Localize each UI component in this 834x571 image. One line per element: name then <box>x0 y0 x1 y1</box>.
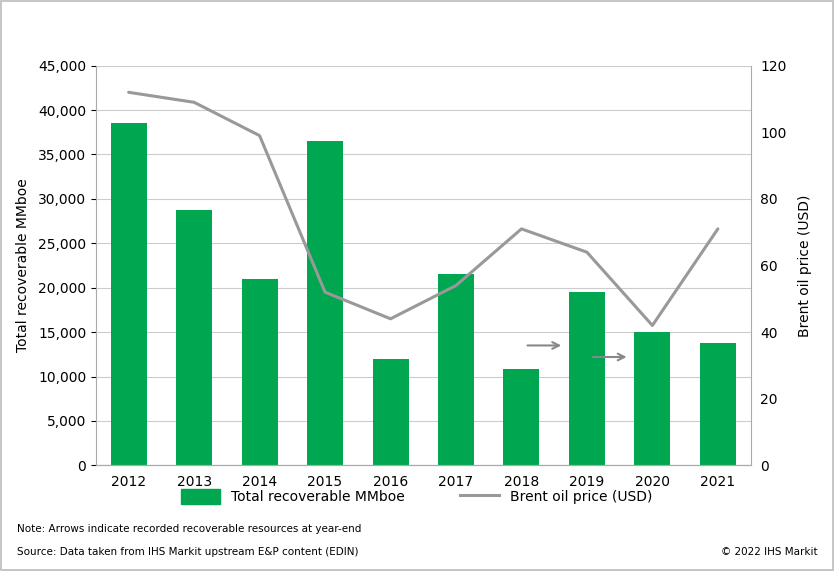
Bar <box>176 210 212 465</box>
Bar <box>504 369 540 465</box>
Text: © 2022 IHS Markit: © 2022 IHS Markit <box>721 546 817 557</box>
Bar <box>700 343 736 465</box>
Bar <box>111 123 147 465</box>
Bar <box>307 141 343 465</box>
Y-axis label: Total recoverable MMboe: Total recoverable MMboe <box>16 179 29 352</box>
Bar <box>635 332 671 465</box>
Bar <box>438 275 474 465</box>
Legend: Total recoverable MMboe, Brent oil price (USD): Total recoverable MMboe, Brent oil price… <box>181 489 653 504</box>
Bar <box>569 292 605 465</box>
Text: Figure 2 – Global discovered resources vs oil price: Figure 2 – Global discovered resources v… <box>8 19 560 38</box>
Text: Source: Data taken from IHS Markit upstream E&P content (EDIN): Source: Data taken from IHS Markit upstr… <box>17 546 358 557</box>
Text: Note: Arrows indicate recorded recoverable resources at year-end: Note: Arrows indicate recorded recoverab… <box>17 524 361 534</box>
Y-axis label: Brent oil price (USD): Brent oil price (USD) <box>798 194 811 337</box>
Bar <box>373 359 409 465</box>
Bar <box>242 279 278 465</box>
